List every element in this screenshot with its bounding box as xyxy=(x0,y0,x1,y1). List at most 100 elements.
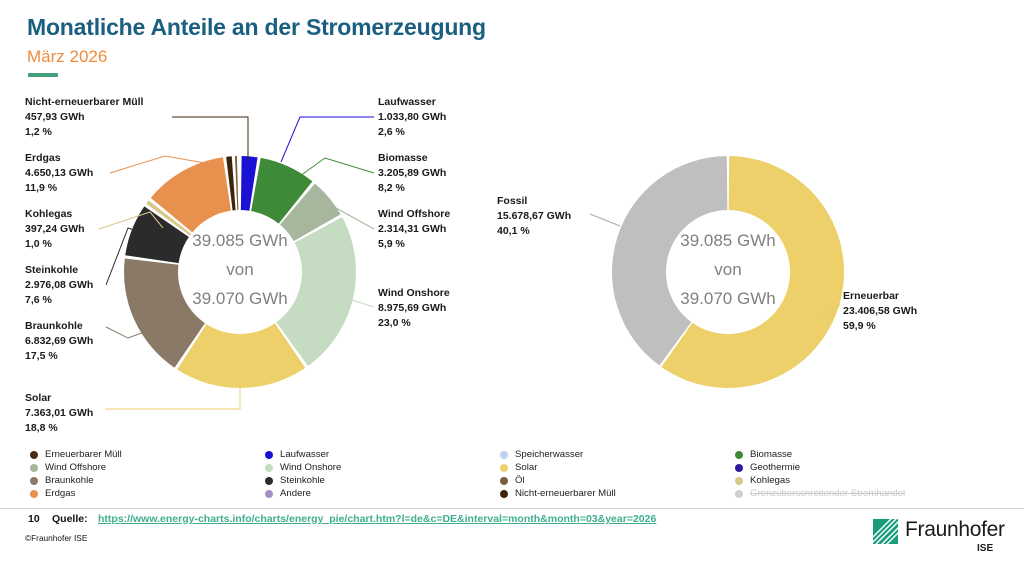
source-url-link[interactable]: https://www.energy-charts.info/charts/en… xyxy=(98,513,657,525)
legend-color-swatch xyxy=(265,489,273,498)
callout-wind-onshore: Wind Onshore 8.975,69 GWh 23,0 % xyxy=(378,286,450,331)
callout-value: 2.976,08 GWh xyxy=(25,279,94,291)
leader-line xyxy=(172,116,249,160)
legend-item-label: Braunkohle xyxy=(45,475,94,486)
leader-line xyxy=(105,326,151,339)
legend-color-swatch xyxy=(500,450,508,459)
callout-value: 7.363,01 GWh xyxy=(25,407,94,419)
legend-item[interactable]: Biomasse xyxy=(735,448,970,461)
legend-item[interactable]: Wind Onshore xyxy=(265,461,500,474)
donut-segment[interactable] xyxy=(177,323,306,388)
donut-segment[interactable] xyxy=(661,156,844,388)
callout-erdgas: Erdgas 4.650,13 GWh 11,9 % xyxy=(25,151,93,196)
donut-segment[interactable] xyxy=(146,200,192,236)
legend-item-label: Solar xyxy=(515,462,538,473)
legend-item[interactable]: Kohlegas xyxy=(735,474,970,487)
leader-line xyxy=(105,388,241,410)
callout-percent: 1,0 % xyxy=(25,238,52,250)
legend-item-label: Wind Offshore xyxy=(45,462,107,473)
legend-color-swatch xyxy=(735,463,743,472)
callout-fossil: Fossil 15.678,67 GWh 40,1 % xyxy=(497,194,571,239)
callout-braunkohle: Braunkohle 6.832,69 GWh 17,5 % xyxy=(25,319,93,364)
callout-value: 8.975,69 GWh xyxy=(378,302,447,314)
callout-laufwasser: Laufwasser 1.033,80 GWh 2,6 % xyxy=(378,95,446,140)
fraunhofer-logo-sub: ISE xyxy=(977,543,994,554)
legend-item[interactable]: Andere xyxy=(265,487,500,500)
accent-bar xyxy=(28,73,58,77)
legend-item[interactable]: Steinkohle xyxy=(265,474,500,487)
donut-segment[interactable] xyxy=(612,156,728,366)
donut-segment[interactable] xyxy=(226,156,236,211)
donut-segment[interactable] xyxy=(276,217,357,367)
page-title: Monatliche Anteile an der Stromerzeugung xyxy=(27,14,486,40)
donut-segment[interactable] xyxy=(125,206,189,264)
legend-item-label: Steinkohle xyxy=(280,475,325,486)
chart-legend[interactable]: Erneuerbarer Müll Laufwasser Speicherwasse… xyxy=(30,448,1000,500)
legend-item-label: Grenzüberschreitender Stromhandel xyxy=(750,488,906,499)
legend-item[interactable]: Wind Offshore xyxy=(30,461,265,474)
leader-line xyxy=(105,227,141,286)
callout-value: 1.033,80 GWh xyxy=(378,111,447,123)
donut-segment[interactable] xyxy=(251,157,313,224)
legend-item[interactable]: Erdgas xyxy=(30,487,265,500)
callout-value: 23.406,58 GWh xyxy=(843,305,918,317)
callout-percent: 2,6 % xyxy=(378,126,405,138)
fraunhofer-logo: Fraunhofer ISE xyxy=(873,518,1005,556)
callout-name: Braunkohle xyxy=(25,320,83,332)
legend-color-swatch xyxy=(30,476,38,485)
legend-item-label: Öl xyxy=(515,475,525,486)
legend-color-swatch xyxy=(735,489,743,498)
legend-item[interactable]: Speicherwasser xyxy=(500,448,735,461)
renewable-fossil-donut[interactable] xyxy=(612,156,844,388)
center-line-3: 39.070 GWh xyxy=(192,289,288,308)
legend-item-label: Andere xyxy=(280,488,311,499)
callout-name: Solar xyxy=(25,392,52,404)
legend-item[interactable]: Öl xyxy=(500,474,735,487)
page-number: 10 xyxy=(28,513,40,525)
legend-item[interactable]: Laufwasser xyxy=(265,448,500,461)
callout-percent: 17,5 % xyxy=(25,350,58,362)
callout-percent: 40,1 % xyxy=(497,225,530,237)
legend-color-swatch xyxy=(265,476,273,485)
center-line-2: von xyxy=(226,260,254,279)
callout-percent: 11,9 % xyxy=(25,182,58,194)
leader-line xyxy=(319,207,375,230)
callout-value: 2.314,31 GWh xyxy=(378,223,447,235)
donut-segment[interactable] xyxy=(123,258,205,368)
legend-color-swatch xyxy=(735,476,743,485)
legend-color-swatch xyxy=(30,489,38,498)
technology-donut[interactable] xyxy=(123,156,357,388)
leader-line xyxy=(280,116,374,163)
legend-item-label: Wind Onshore xyxy=(280,462,342,473)
callout-percent: 8,2 % xyxy=(378,182,405,194)
donut-segment[interactable] xyxy=(240,156,258,211)
donut-segment[interactable] xyxy=(280,183,341,242)
right-donut-center-text: 39.085 GWh von 39.070 GWh xyxy=(646,226,810,313)
legend-item[interactable]: Solar xyxy=(500,461,735,474)
leader-line xyxy=(299,157,375,177)
legend-color-swatch xyxy=(735,450,743,459)
callout-wind-offshore: Wind Offshore 2.314,31 GWh 5,9 % xyxy=(378,207,450,252)
donut-segment[interactable] xyxy=(150,157,231,233)
left-donut-center-text: 39.085 GWh von 39.070 GWh xyxy=(158,226,322,313)
legend-item[interactable]: Grenzüberschreitender Stromhandel xyxy=(735,487,970,500)
legend-color-swatch xyxy=(30,463,38,472)
legend-item-label: Geothermie xyxy=(750,462,801,473)
legend-item[interactable]: Geothermie xyxy=(735,461,970,474)
callout-name: Nicht-erneuerbarer Müll xyxy=(25,96,144,108)
callout-percent: 23,0 % xyxy=(378,317,411,329)
page-subtitle: März 2026 xyxy=(27,47,108,66)
donut-segment[interactable] xyxy=(234,156,239,211)
legend-item[interactable]: Erneuerbarer Müll xyxy=(30,448,265,461)
center-line-3: 39.070 GWh xyxy=(680,289,776,308)
legend-item[interactable]: Braunkohle xyxy=(30,474,265,487)
callout-name: Wind Onshore xyxy=(378,287,450,299)
footer-divider xyxy=(0,508,1024,509)
legend-item-label: Erneuerbarer Müll xyxy=(45,449,122,460)
legend-item-label: Nicht-erneuerbarer Müll xyxy=(515,488,616,499)
technology-leader-lines xyxy=(98,116,375,410)
callout-name: Biomasse xyxy=(378,152,428,164)
legend-item[interactable]: Nicht-erneuerbarer Müll xyxy=(500,487,735,500)
callout-nicht-erneuerbarer-muell: Nicht-erneuerbarer Müll 457,93 GWh 1,2 % xyxy=(25,95,143,140)
